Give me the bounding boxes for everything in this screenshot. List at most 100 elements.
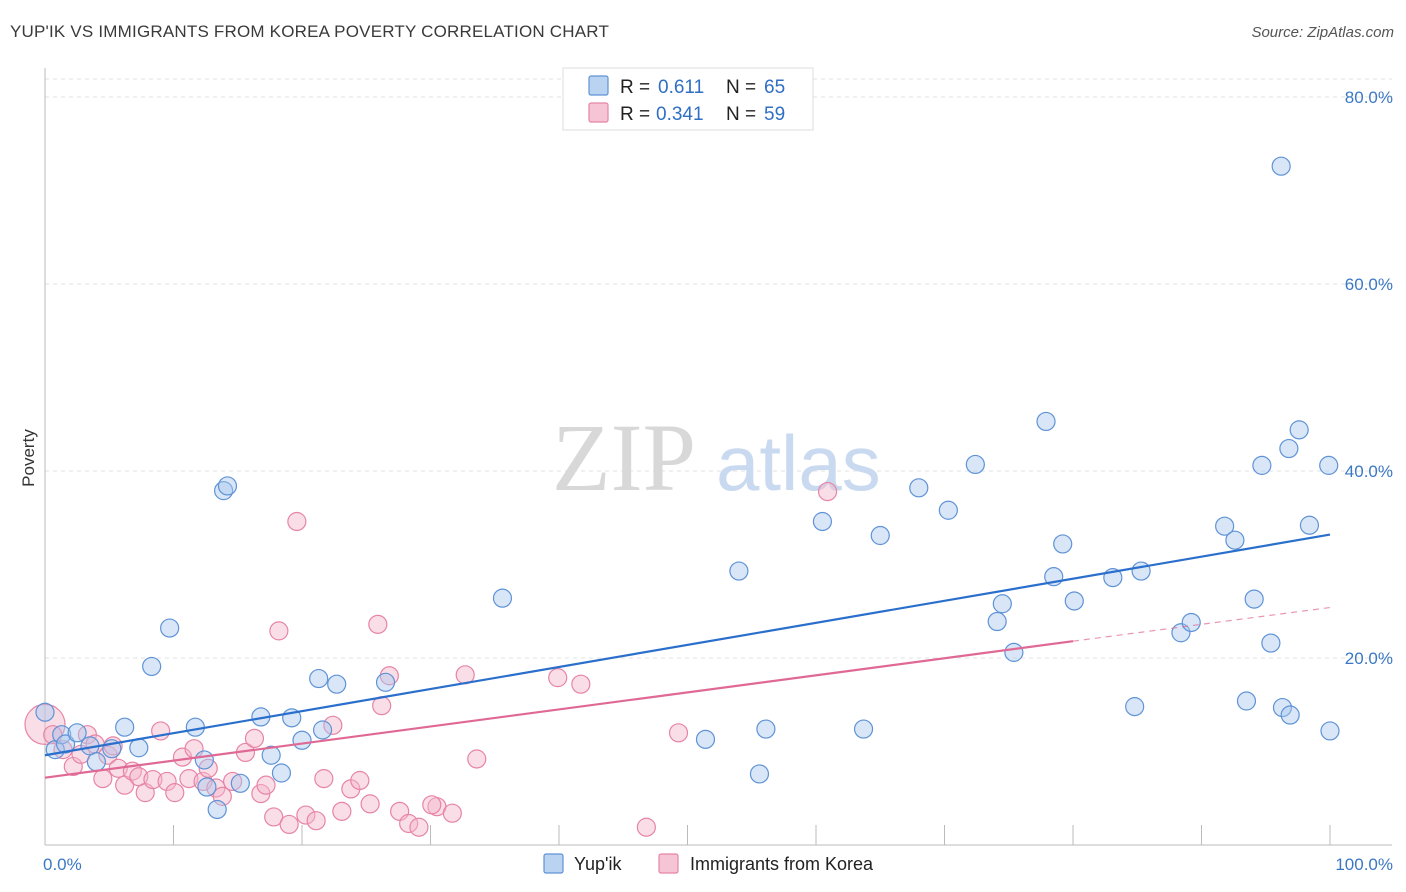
yupik-point [312, 720, 333, 740]
yupik-point [292, 730, 312, 750]
korea-point [143, 769, 163, 790]
legend-top: R = 0.611 N = 65 R = 0.341 N = 59 [562, 67, 814, 131]
yupik-trend-line [44, 533, 1331, 757]
yupik-point [207, 799, 227, 820]
korea-point [287, 511, 307, 532]
yupik-point [1244, 589, 1264, 609]
korea-point [256, 775, 276, 795]
source-label: Source: ZipAtlas.com [1251, 24, 1394, 41]
yupik-point [1181, 612, 1201, 633]
korea-point [93, 769, 113, 789]
korea-point [24, 703, 66, 745]
yupik-point [1236, 691, 1257, 711]
yupik-point [1299, 515, 1320, 535]
legend-n-value-1: 65 [764, 77, 785, 98]
series-korea-points [24, 481, 838, 837]
yupik-point [115, 717, 135, 737]
yupik-point [812, 511, 833, 532]
watermark-zip: ZIP [552, 404, 696, 511]
korea-point [409, 817, 429, 837]
yupik-point [261, 745, 281, 765]
korea-point [442, 803, 462, 823]
korea-point [817, 481, 838, 502]
yupik-point [853, 719, 874, 739]
yupik-point [1319, 455, 1339, 475]
yupik-point [67, 723, 87, 743]
yupik-point [987, 611, 1007, 632]
korea-point [165, 783, 185, 803]
yupik-point [749, 764, 770, 784]
legend-r-label-1: R = [620, 77, 650, 98]
yupik-point [185, 717, 205, 737]
korea-point [314, 769, 334, 789]
korea-point [63, 756, 83, 777]
korea-trend-line [44, 640, 1074, 779]
yupik-point [870, 525, 890, 546]
trend-lines [44, 533, 1331, 779]
yupik-point [1252, 455, 1272, 475]
series-yupik-points [35, 156, 1340, 820]
korea-point [668, 723, 689, 743]
bottom-legend-swatch-korea [658, 853, 679, 874]
watermark: ZIP atlas [552, 404, 881, 511]
bottom-legend-swatch-yupik [543, 853, 564, 874]
korea-point [223, 771, 243, 792]
yupik-point [1036, 411, 1056, 432]
yupik-point [1320, 721, 1340, 741]
yupik-point [1053, 534, 1073, 554]
yupik-point [35, 702, 55, 722]
yupik-point [1289, 420, 1309, 440]
y-tick-label-40: 40.0% [1345, 462, 1393, 481]
yupik-point [309, 668, 329, 689]
yupik-point [695, 729, 716, 749]
yupik-point [1064, 591, 1084, 611]
yupik-point [938, 500, 958, 520]
korea-point [399, 813, 419, 834]
korea-point [350, 770, 370, 791]
bottom-legend-label-yupik: Yup'ik [574, 854, 622, 874]
korea-point [332, 801, 352, 821]
x-tick-label-0: 0.0% [43, 855, 82, 874]
yupik-point [271, 763, 292, 783]
yupik-point [1272, 697, 1293, 718]
chart-title: YUP'IK VS IMMIGRANTS FROM KOREA POVERTY … [10, 22, 610, 41]
korea-point [264, 807, 284, 827]
yupik-point [1271, 156, 1291, 176]
yupik-point [1280, 705, 1300, 725]
yupik-point [160, 618, 180, 638]
yupik-point [217, 476, 238, 496]
korea-trend-line-extension [1072, 606, 1331, 642]
legend-bottom: Yup'ik Immigrants from Korea [543, 853, 874, 874]
korea-point [636, 817, 656, 837]
korea-point [269, 621, 289, 641]
yupik-point [965, 454, 985, 475]
legend-n-label-2: N = [726, 104, 756, 125]
yupik-point [197, 777, 217, 797]
korea-point [157, 771, 177, 792]
yupik-point [1215, 516, 1235, 536]
korea-point [279, 814, 299, 835]
legend-n-label-1: N = [726, 77, 756, 98]
yupik-point [52, 725, 72, 745]
yupik-point [1131, 561, 1151, 581]
yupik-point [1261, 633, 1281, 653]
axes [44, 68, 1392, 846]
y-tick-label-60: 60.0% [1345, 275, 1393, 294]
yupik-point [86, 752, 107, 772]
y-axis-label: Poverty [19, 429, 38, 487]
yupik-point [194, 750, 214, 770]
legend-r-label-2: R = [620, 104, 650, 125]
korea-point [571, 674, 591, 694]
yupik-point [1225, 530, 1245, 550]
tick-labels: 20.0% 40.0% 60.0% 80.0% 0.0% 100.0% [43, 88, 1393, 874]
yupik-point [1171, 623, 1191, 643]
korea-point [360, 794, 380, 814]
korea-point [306, 811, 326, 831]
korea-point [323, 715, 343, 735]
korea-point [467, 749, 487, 769]
y-tick-label-20: 20.0% [1345, 649, 1393, 668]
korea-point [296, 805, 316, 825]
legend-n-value-2: 59 [764, 104, 785, 125]
yupik-point [142, 656, 162, 677]
